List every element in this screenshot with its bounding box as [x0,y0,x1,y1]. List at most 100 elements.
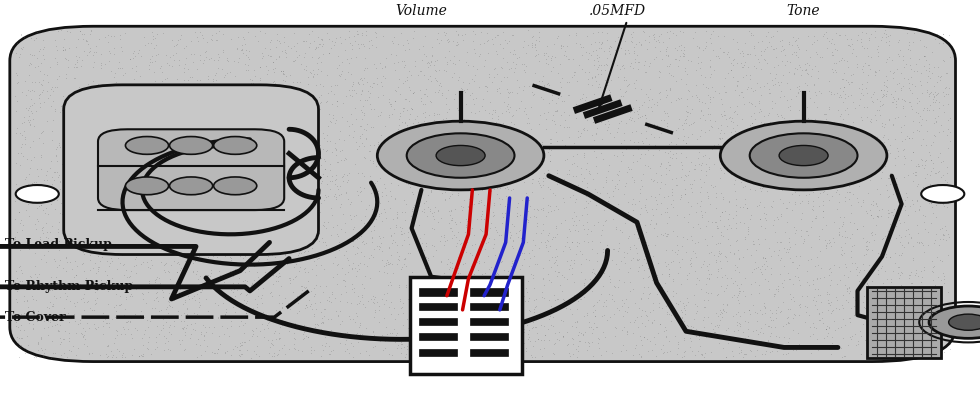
Point [103,67,119,74]
Point [932,40,948,46]
Point [89,105,105,112]
Point [64,143,79,150]
Point [188,217,204,224]
Point [219,70,234,76]
Point [835,305,851,311]
Point [36,44,52,50]
Point [931,184,947,191]
Point [808,103,824,110]
Point [646,334,662,340]
Point [448,206,464,213]
Point [545,314,561,320]
Point [719,339,735,346]
Point [169,132,184,139]
Point [482,133,498,140]
Point [36,56,52,62]
Point [536,50,552,57]
Point [506,223,521,229]
Point [57,55,73,61]
Point [205,330,220,337]
Point [201,132,217,139]
Point [492,286,508,292]
Point [681,122,697,128]
Point [440,298,456,304]
Point [276,250,292,257]
Point [930,113,946,120]
Point [377,74,393,81]
Point [790,330,806,336]
Point [823,160,839,166]
Point [40,332,56,339]
Point [496,267,512,273]
Point [475,96,491,103]
Point [246,347,262,354]
Point [224,108,240,115]
Point [205,348,220,355]
Point [112,302,127,308]
Point [940,100,956,107]
Point [285,288,301,295]
Point [826,145,842,151]
Point [743,348,759,354]
Point [331,136,347,142]
Point [684,93,700,100]
Point [800,345,815,351]
Point [912,239,928,245]
Point [688,280,704,287]
Point [528,80,544,87]
Point [182,142,198,149]
Point [730,247,746,254]
Point [241,227,257,233]
Point [908,346,924,353]
Point [911,163,927,169]
Point [187,207,203,214]
Point [211,27,226,34]
Point [894,242,909,248]
Point [12,162,27,168]
Point [464,149,479,155]
Point [36,318,52,324]
Point [522,132,538,139]
Point [363,189,378,196]
Point [695,153,710,159]
Point [372,112,388,118]
Point [863,211,879,218]
Point [71,166,86,173]
Point [160,197,175,203]
Point [192,28,208,35]
Point [259,256,274,262]
Point [335,100,351,106]
Point [57,191,73,198]
Point [147,172,163,178]
Point [159,137,174,143]
Point [649,233,664,239]
Point [170,268,185,275]
Point [236,36,252,42]
Point [244,280,260,287]
Point [308,291,323,297]
Point [477,82,493,89]
Point [921,61,937,67]
Point [49,168,65,175]
Point [557,297,572,303]
Point [75,249,91,256]
Point [354,292,369,299]
Point [938,223,954,229]
Point [224,121,240,128]
Point [401,160,416,166]
Point [123,82,139,88]
Point [300,114,316,121]
Point [568,250,584,257]
Point [922,181,938,187]
Point [515,61,531,67]
Point [632,255,648,262]
Point [843,92,858,99]
Point [801,311,816,318]
Point [433,259,449,265]
Point [33,81,49,87]
Point [578,198,594,204]
Point [612,226,627,233]
Point [561,92,576,99]
Point [293,224,309,231]
Point [52,185,68,192]
